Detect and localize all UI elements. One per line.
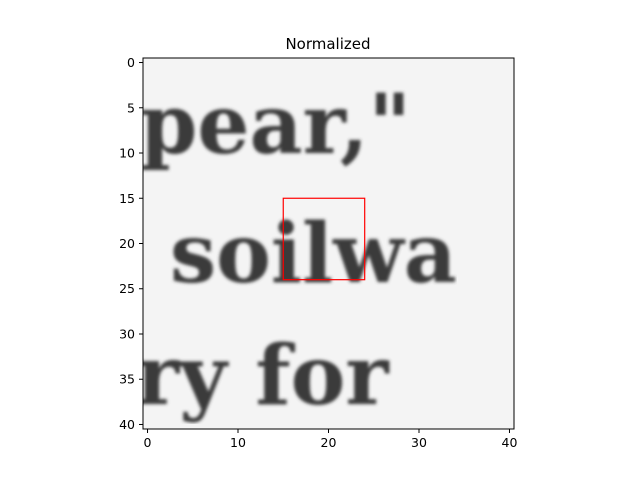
y-axis-ticks: 0 5 10 15 20 25 30 35 40	[119, 55, 143, 432]
y-tick-label: 15	[119, 191, 135, 206]
image-text-group: pear," soilwa ry for	[136, 77, 457, 424]
image-text-line-3: ry for	[136, 328, 390, 424]
x-axis-ticks: 0 10 20 30 40	[144, 429, 518, 450]
image-background	[143, 58, 514, 429]
image-text-line-1: pear,"	[140, 77, 411, 173]
x-tick-label: 10	[230, 435, 246, 450]
x-tick-label: 20	[321, 435, 337, 450]
image-text-line-2: soilwa	[170, 206, 457, 302]
y-tick-label: 35	[119, 372, 135, 387]
highlight-box	[282, 197, 366, 281]
chart-title: Normalized	[285, 35, 370, 53]
y-tick-label: 30	[119, 326, 135, 341]
x-tick-label: 40	[502, 435, 518, 450]
y-tick-label: 25	[119, 281, 135, 296]
y-tick-label: 20	[119, 236, 135, 251]
x-tick-label: 0	[144, 435, 152, 450]
image-area: pear," soilwa ry for	[136, 58, 514, 429]
y-tick-label: 5	[127, 100, 135, 115]
y-tick-label: 40	[119, 417, 135, 432]
y-tick-label: 0	[127, 55, 135, 70]
x-tick-label: 30	[411, 435, 427, 450]
y-tick-label: 10	[119, 146, 135, 161]
